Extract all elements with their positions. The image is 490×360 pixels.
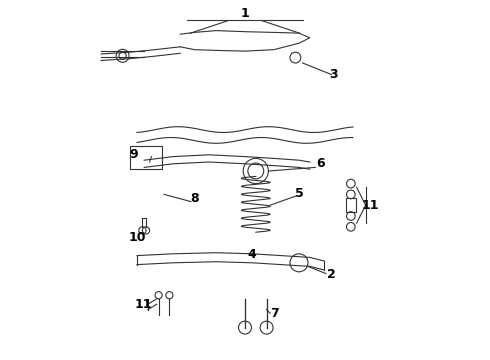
Text: 10: 10	[128, 231, 146, 244]
Text: 11: 11	[135, 298, 152, 311]
Text: 2: 2	[327, 268, 336, 281]
Text: 4: 4	[247, 248, 256, 261]
Text: 5: 5	[294, 187, 303, 200]
Text: 3: 3	[329, 68, 338, 81]
Text: 7: 7	[270, 307, 279, 320]
Text: 11: 11	[362, 199, 379, 212]
Text: 9: 9	[129, 148, 138, 161]
Bar	[130, 146, 162, 169]
Bar	[346, 198, 356, 212]
Text: 6: 6	[316, 157, 325, 170]
Text: 1: 1	[241, 7, 249, 20]
Text: 8: 8	[190, 192, 199, 205]
